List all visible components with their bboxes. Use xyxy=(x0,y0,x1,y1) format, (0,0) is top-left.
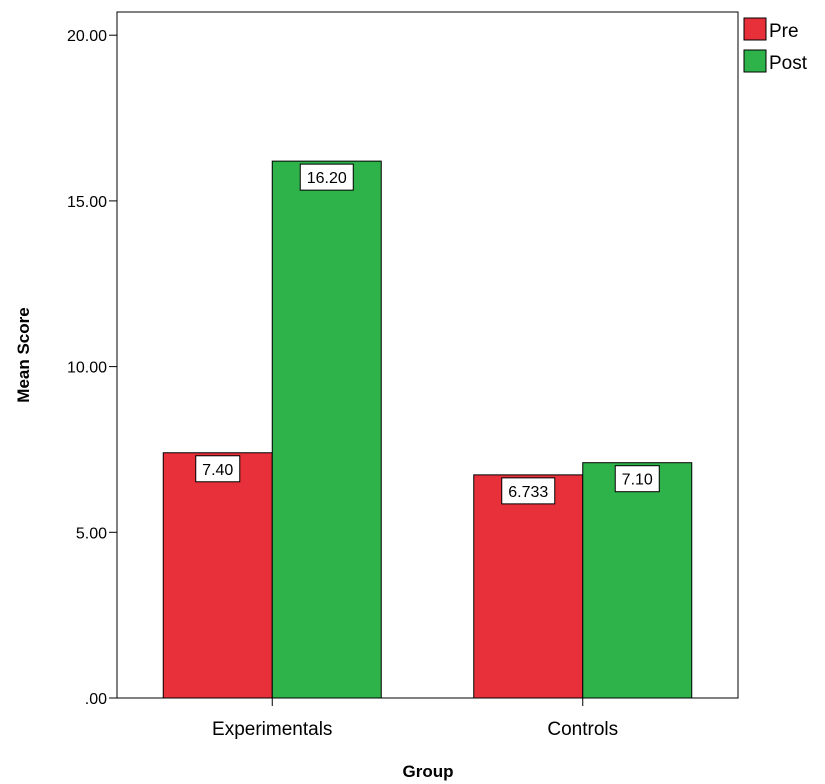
data-label-box xyxy=(195,455,241,483)
bar-pre-controls xyxy=(473,474,584,699)
x-category-label: Experimentals xyxy=(212,719,332,740)
legend-swatch-post xyxy=(743,49,767,73)
y-axis-title: Mean Score xyxy=(14,307,33,402)
legend-swatch-pre xyxy=(743,17,767,41)
legend: Pre Post xyxy=(743,17,808,74)
data-label: 7.40 xyxy=(202,462,233,479)
bar-post-controls xyxy=(582,462,693,699)
x-category-label: Controls xyxy=(547,719,618,740)
y-tick-label: 5.00 xyxy=(76,525,107,542)
y-axis: .00 5.00 10.00 15.00 20.00 xyxy=(67,28,117,708)
bar-post-experimentals xyxy=(271,160,382,699)
y-tick-label: 10.00 xyxy=(67,360,107,377)
data-label-box xyxy=(614,465,660,493)
data-label: 6.733 xyxy=(508,484,548,501)
bars-group: 7.40 16.20 6.733 7.10 xyxy=(162,160,693,699)
bar-pre-experimentals xyxy=(162,452,273,699)
data-label-box xyxy=(501,477,556,505)
y-tick-label: 15.00 xyxy=(67,194,107,211)
legend-label-pre: Pre xyxy=(769,21,799,42)
y-tick-label: 20.00 xyxy=(67,28,107,45)
x-axis-title: Group xyxy=(403,762,454,781)
x-axis: Experimentals Controls xyxy=(212,698,618,740)
data-label: 7.10 xyxy=(622,472,653,489)
data-label-box xyxy=(299,163,354,191)
data-label: 16.20 xyxy=(307,170,347,187)
legend-label-post: Post xyxy=(769,53,808,74)
y-tick-label: .00 xyxy=(85,691,107,708)
